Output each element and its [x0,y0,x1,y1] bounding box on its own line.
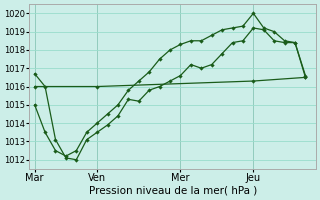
X-axis label: Pression niveau de la mer( hPa ): Pression niveau de la mer( hPa ) [89,186,257,196]
